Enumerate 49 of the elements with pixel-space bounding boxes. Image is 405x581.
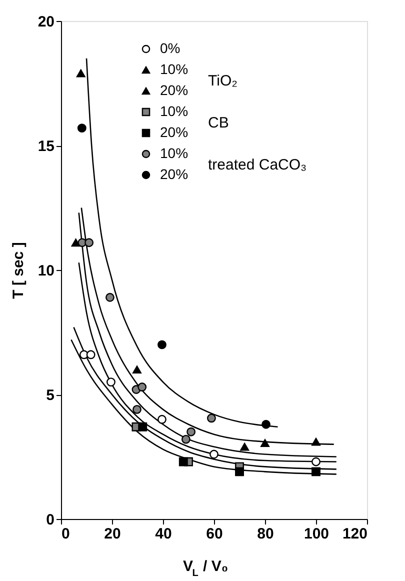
y-tick-label: 20 [38,14,54,30]
legend-label: 20% [160,82,188,98]
point [312,467,320,476]
y-tick-label: 15 [38,138,54,155]
point [71,238,80,247]
point [132,366,142,374]
point [158,340,166,350]
legend-label: 10% [160,103,188,119]
annotation: CB [208,114,229,132]
point [235,467,244,476]
x-tick-label: 40 [155,526,172,542]
point [260,439,270,448]
point [106,378,116,387]
point [206,414,216,423]
line-series [78,262,338,462]
legend-label: 10% [160,145,188,161]
legend-label: 0% [160,40,180,56]
point [86,350,96,360]
legend-label: 20% [160,166,188,182]
x-tick-label: 80 [257,526,274,542]
y-axis-title: T [ sec ] [10,242,27,299]
point [240,442,250,451]
x-tick-label: 100 [304,526,330,542]
point [186,427,196,436]
point [181,434,190,444]
point [138,382,147,392]
point [312,438,320,446]
x-tick-label: 0 [62,526,70,542]
point [312,457,320,466]
point [178,457,188,466]
x-tick-label: 120 [342,526,368,542]
x-tick-label: 20 [104,526,121,542]
x-tick-label: 60 [206,526,223,542]
point [262,420,270,429]
point [84,238,94,248]
y-tick-label: 5 [46,387,54,404]
legend-label: 20% [160,124,188,140]
point [76,69,86,78]
point [210,450,218,459]
annotation: TiO₂ [208,72,238,90]
point [77,124,86,133]
point [158,414,166,424]
annotation: treated CaCO₃ [208,156,307,174]
y-tick-label: 10 [38,262,54,280]
y-tick-label: 0 [46,512,54,528]
point [132,404,142,414]
point [105,292,114,302]
legend-label: 10% [160,61,188,77]
point [138,422,148,432]
